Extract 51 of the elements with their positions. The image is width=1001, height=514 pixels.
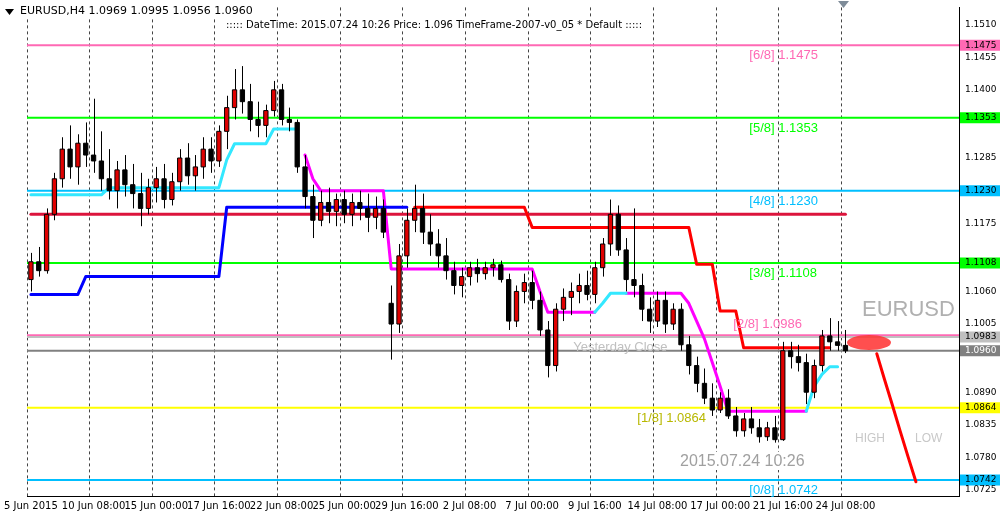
y-tick-label: 1.1400 [965, 84, 997, 95]
y-tick-label: 1.0835 [965, 419, 997, 430]
x-tick-label: 21 Jul 16:00 [752, 499, 813, 511]
candlestick [349, 193, 355, 227]
y-tick-label: 1.1285 [965, 152, 997, 163]
candlestick [811, 359, 817, 399]
x-tick-label: 17 Jul 00:00 [690, 499, 751, 511]
y-tick-label: 1.0725 [965, 484, 997, 495]
ref-line-label: [0/8] 1.0742 [749, 482, 818, 498]
ref-line-label: [6/8] 1.1475 [749, 47, 818, 63]
y-tick-label: 1.1455 [965, 51, 997, 62]
y-tick-label: 1.0890 [965, 386, 997, 397]
text: ::::: DateTime: 2015.07.24 10:26 Price: 1.096 TimeFrame-2007-v0_05 * Default ::::: [226, 19, 643, 30]
y-tick-label: 1.1230 [965, 184, 997, 195]
candlestick [584, 270, 590, 301]
x-tick-label: 7 Jul 00:00 [505, 499, 559, 511]
ref-line-label: [5/8] 1.1353 [749, 119, 818, 135]
x-tick-label: 14 Jul 08:00 [627, 499, 688, 511]
y-tick-label: 1.1175 [965, 217, 997, 228]
x-tick-label: 29 Jun 16:00 [375, 499, 439, 511]
y-tick-label: 1.1005 [965, 318, 997, 329]
x-tick-label: 5 Jun 2015 [4, 499, 58, 511]
x-tick-label: 25 Jun 00:00 [312, 499, 376, 511]
x-tick-label: 15 Jun 00:00 [124, 499, 188, 511]
ref-line-label: [3/8] 1.1108 [749, 265, 818, 281]
y-tick-label: 1.1475 [965, 39, 997, 50]
ref-line-label: [1/8] 1.0864 [637, 409, 706, 425]
x-tick-label: 24 Jul 08:00 [815, 499, 876, 511]
y-tick-label: 1.1353 [965, 112, 997, 123]
x-tick-label: 2 Jul 08:00 [442, 499, 497, 511]
candlestick [169, 172, 175, 206]
y-tick-label: 1.0983 [965, 331, 997, 342]
x-tick-label: 22 Jun 08:00 [249, 499, 314, 511]
y-tick-label: 1.1108 [965, 257, 997, 268]
y-tick-label: 1.0780 [965, 451, 997, 462]
annotation: EURUSD [862, 296, 955, 322]
x-tick-label: 9 Jul 16:00 [568, 499, 622, 511]
y-tick-label: 1.0960 [965, 345, 997, 356]
y-tick-label: 1.0742 [965, 474, 997, 485]
y-tick-label: 1.0864 [965, 401, 997, 412]
candlestick [631, 207, 637, 298]
candlestick [396, 243, 402, 334]
y-tick-label: 1.1060 [965, 285, 997, 296]
annotation: 2015.07.24 10:26 [680, 452, 805, 470]
candlestick [161, 163, 167, 209]
candlestick [263, 104, 269, 138]
x-tick-label: 17 Jun 16:00 [187, 499, 251, 511]
y-tick-label: 1.1510 [965, 18, 997, 29]
x-tick-label: 10 Jun 08:00 [61, 499, 126, 511]
chart-title: EURUSD,H4 1.0969 1.0995 1.0956 1.0960 [20, 4, 253, 17]
ref-line-label: [4/8] 1.1230 [749, 192, 818, 208]
